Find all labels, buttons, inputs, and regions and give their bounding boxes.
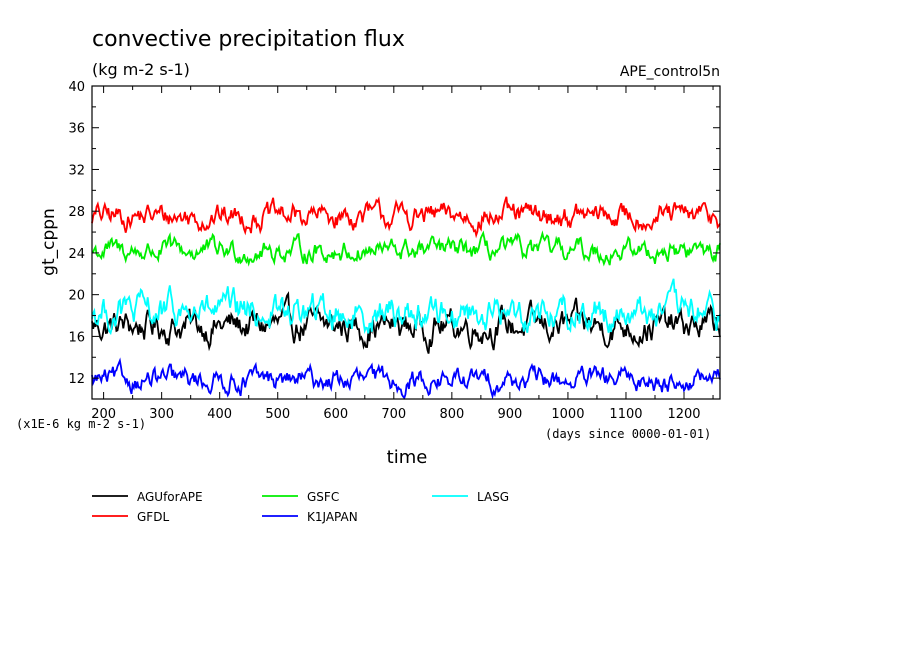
x-tick-label: 400 <box>207 407 232 422</box>
y-tick-label: 24 <box>68 247 85 262</box>
legend-label-lasg: LASG <box>477 490 509 504</box>
y-tick-label: 20 <box>68 289 85 304</box>
x-tick-label: 1100 <box>609 407 642 422</box>
x-tick-label: 1200 <box>667 407 700 422</box>
x-tick-label: 200 <box>91 407 116 422</box>
x-tick-label: 700 <box>381 407 406 422</box>
y-tick-label: 40 <box>68 80 85 95</box>
series-line-gsfc <box>91 230 721 267</box>
x-axis-label: time <box>387 447 428 468</box>
x-tick-label: 800 <box>439 407 464 422</box>
legend-label-gfdl: GFDL <box>137 510 169 524</box>
x-tick-label: 900 <box>497 407 522 422</box>
y-tick-label: 16 <box>68 330 85 345</box>
series-layer <box>91 196 721 400</box>
y-tick-label: 12 <box>68 372 85 387</box>
series-line-lasg <box>91 278 721 336</box>
x-unit-note: (days since 0000-01-01) <box>545 427 711 441</box>
legend-label-aguforape: AGUforAPE <box>137 490 203 504</box>
x-tick-label: 600 <box>323 407 348 422</box>
series-line-gfdl <box>91 196 721 239</box>
legend-label-k1japan: K1JAPAN <box>307 510 358 524</box>
y-tick-label: 28 <box>68 205 85 220</box>
ticks-layer: 200 300 400 500 600 700 800 900 1000 1100 1200 12 16… <box>68 80 720 422</box>
legend-label-gsfc: GSFC <box>307 490 339 504</box>
chart-subtitle: (kg m-2 s-1) <box>92 60 190 79</box>
y-tick-label: 36 <box>68 122 85 137</box>
series-line-k1japan <box>91 357 721 400</box>
chart-title: convective precipitation flux <box>92 27 405 52</box>
y-axis-label: gt_cppn <box>39 208 59 276</box>
plot-frame <box>91 85 721 400</box>
legend: AGUforAPE GFDL GSFC K1JAPAN LASG <box>92 490 509 524</box>
x-tick-label: 1000 <box>551 407 584 422</box>
x-tick-label: 500 <box>265 407 290 422</box>
y-scale-note: (x1E-6 kg m-2 s-1) <box>16 417 146 431</box>
run-label: APE_control5n <box>620 64 720 80</box>
x-tick-label: 300 <box>149 407 174 422</box>
y-tick-label: 32 <box>68 163 85 178</box>
